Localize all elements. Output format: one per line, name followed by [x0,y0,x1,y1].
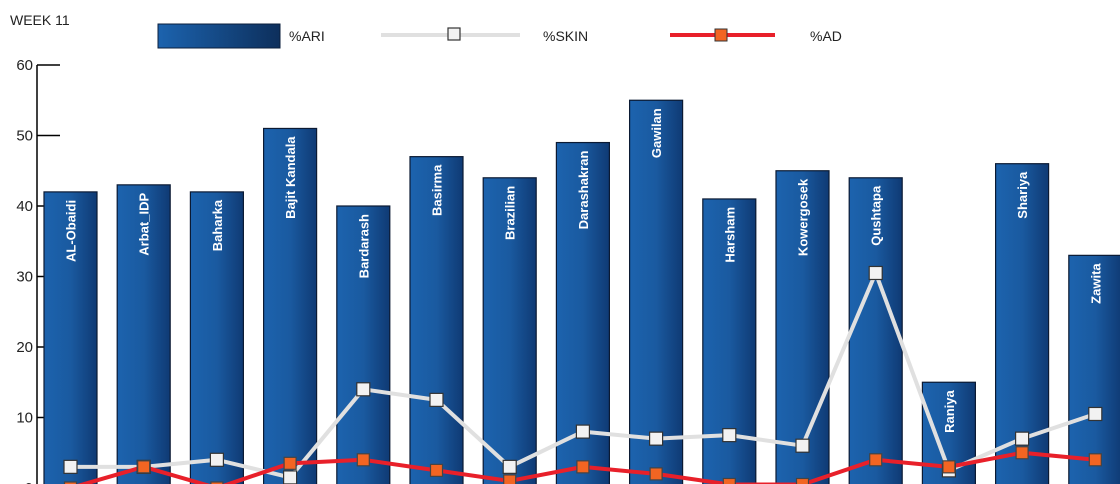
bar-label-shariya: Shariya [1015,171,1030,219]
marker-ad-7 [576,460,590,474]
y-tick-label-40: 40 [16,198,33,215]
marker-ad-10 [795,477,810,484]
bar-bardarash [336,205,391,484]
marker-ad-9 [722,477,736,484]
marker-skin-13 [1014,431,1030,446]
bar-label-kowergosek: Kowergosek [796,178,811,256]
bar-bajit-kandala [263,127,318,484]
bar-qushtapa [848,177,903,484]
marker-ad-11 [869,453,883,467]
bar-label-brazilian: Brazilian [503,186,518,240]
bars [43,99,1120,484]
y-tick-label-50: 50 [16,128,33,145]
marker-ad-8 [649,467,663,481]
bar-shariya [994,163,1050,484]
bar-arbat-idp [116,184,171,484]
bar-basirma [409,156,464,484]
legend-ari-swatch [157,23,281,49]
marker-ad-13 [1015,446,1029,460]
series-markers [63,265,1103,484]
marker-skin-0 [63,459,78,474]
legend-skin-marker [447,27,461,41]
bar-label-al-obaidi: AL-Obaidi [64,200,79,262]
marker-ad-0 [63,481,78,484]
marker-skin-11 [868,265,883,281]
bar-kowergosek [775,170,830,484]
marker-skin-10 [795,438,810,453]
bar-label-gawilan: Gawilan [649,108,664,158]
bar-label-bajit-kandala: Bajit Kandala [283,136,298,219]
marker-ad-5 [429,463,444,477]
legend: %ARI %SKIN %AD [157,23,842,49]
marker-ad-4 [356,453,370,467]
chart-title: WEEK 11 [10,12,70,28]
bar-gawilan [628,99,684,484]
marker-ad-12 [942,460,956,474]
bar-label-arbat-idp: Arbat_IDP [137,193,152,256]
bar-label-basirma: Basirma [430,164,445,216]
y-tick-label-20: 20 [16,339,33,356]
bar-al-obaidi [43,191,98,484]
marker-skin-9 [722,428,737,443]
bar-label-qushtapa: Qushtapa [869,185,884,246]
bar-label-darashakran: Darashakran [576,151,591,230]
bar-brazilian [482,177,537,484]
bar-label-zawita: Zawita [1088,263,1103,304]
y-tick-label-10: 10 [16,410,33,427]
bar-label-harsham: Harsham [722,207,737,263]
marker-skin-14 [1088,406,1103,422]
y-axis: 0 10 20 30 40 50 60 [16,57,60,484]
marker-skin-6 [502,459,517,474]
marker-ad-6 [503,474,517,484]
bar-label-baharka: Baharka [210,199,225,251]
marker-ad-3 [283,456,297,470]
marker-ad-14 [1088,453,1102,467]
legend-ari-label: %ARI [289,28,325,44]
legend-ad-marker [714,28,728,42]
marker-skin-5 [429,392,444,407]
bar-baharka [189,191,244,484]
legend-skin-label: %SKIN [543,28,588,44]
bar-label-raniya: Raniya [942,389,957,432]
legend-ad-label: %AD [810,28,842,44]
marker-skin-4 [356,382,371,397]
marker-skin-2 [209,452,224,467]
marker-skin-7 [575,424,591,439]
bar-label-bardarash: Bardarash [356,214,371,278]
bar-labels: AL-Obaidi Arbat_IDP Baharka Bajit Kandala Ba… [64,108,1104,433]
y-tick-label-30: 30 [16,269,33,286]
bar-zawita [1068,254,1120,484]
marker-ad-1 [137,460,151,474]
marker-skin-8 [648,431,664,446]
marker-skin-3 [283,470,298,484]
y-tick-label-0: 0 [25,480,33,484]
y-tick-label-60: 60 [16,57,33,74]
marker-ad-2 [210,481,224,484]
